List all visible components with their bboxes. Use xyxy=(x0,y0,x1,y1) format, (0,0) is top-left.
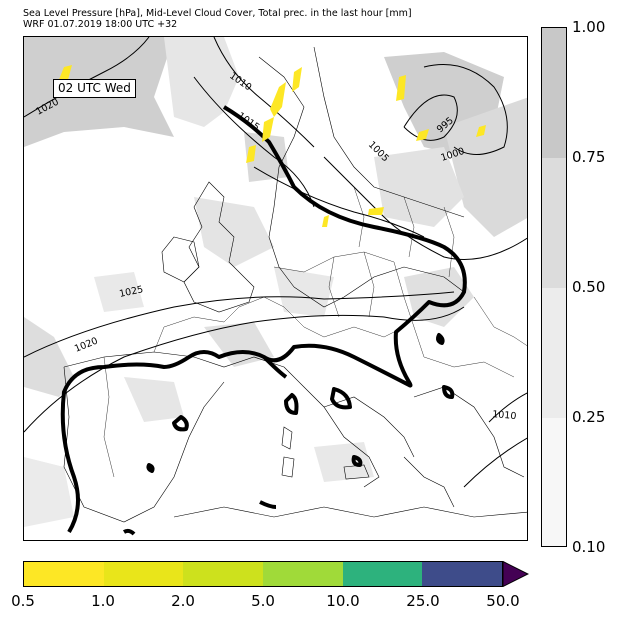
isobar-label: 1025 xyxy=(118,284,144,300)
colorbar-segment xyxy=(542,288,566,418)
precip-colorbar-tick: 0.5 xyxy=(11,592,35,610)
cloud-colorbar-tick: 0.25 xyxy=(572,408,606,426)
isobar-label: 1020 xyxy=(73,336,100,355)
precipitation-colorbar xyxy=(23,561,503,587)
colorbar-segment xyxy=(542,158,566,288)
forecast-map: 1020 1010 1015 1005 995 1000 1025 1020 1… xyxy=(23,36,528,541)
cloud-colorbar-tick: 0.10 xyxy=(572,538,606,556)
colorbar-segment xyxy=(422,562,503,586)
cloud-cover-colorbar xyxy=(541,27,567,547)
valid-time-label: 02 UTC Wed xyxy=(53,79,136,98)
colorbar-segment xyxy=(263,562,343,586)
precip-colorbar-tick: 50.0 xyxy=(486,592,520,610)
colorbar-segment xyxy=(24,562,104,586)
colorbar-segment xyxy=(542,28,566,158)
map-canvas: 1020 1010 1015 1005 995 1000 1025 1020 1… xyxy=(24,37,527,536)
colorbar-segment xyxy=(542,418,566,546)
precip-colorbar-tick: 1.0 xyxy=(91,592,115,610)
colorbar-segment xyxy=(103,562,184,586)
thick-contour xyxy=(60,105,467,536)
precip-colorbar-tick: 25.0 xyxy=(406,592,440,610)
country-borders xyxy=(103,186,527,478)
cloud-colorbar-tick: 0.75 xyxy=(572,148,606,166)
isobar-label: 1015 xyxy=(235,110,261,133)
precip-colorbar-tick: 5.0 xyxy=(251,592,275,610)
precip-colorbar-tick: 10.0 xyxy=(326,592,360,610)
cloud-colorbar-tick: 0.50 xyxy=(572,278,606,296)
isobar-label: 1010 xyxy=(492,409,517,422)
isobars xyxy=(24,37,527,488)
chart-title: Sea Level Pressure [hPa], Mid-Level Clou… xyxy=(23,8,412,19)
precip-colorbar-tick: 2.0 xyxy=(171,592,195,610)
colorbar-segment xyxy=(342,562,423,586)
colorbar-segment xyxy=(183,562,264,586)
colorbar-extend-arrow xyxy=(503,561,529,587)
model-run-subtitle: WRF 01.07.2019 18:00 UTC +32 xyxy=(23,19,178,30)
cloud-colorbar-tick: 1.00 xyxy=(572,18,606,36)
